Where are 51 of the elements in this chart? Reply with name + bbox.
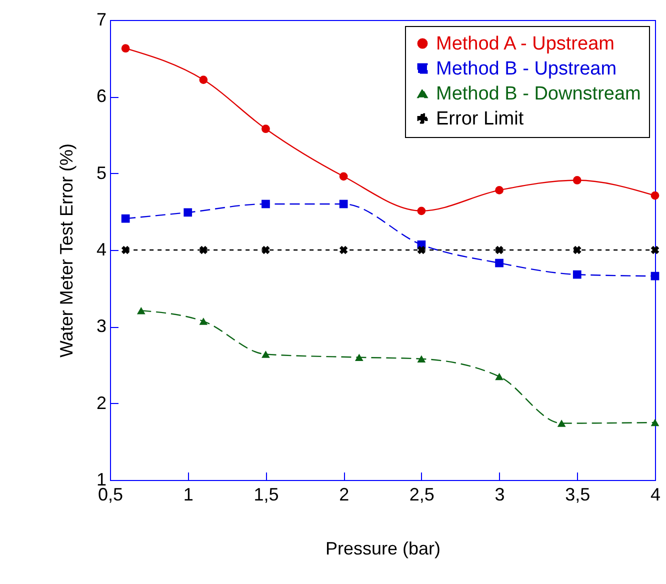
y-axis-title: Water Meter Test Error (%) bbox=[56, 143, 76, 358]
point bbox=[136, 306, 146, 314]
x-tick-label: 0,5 bbox=[98, 484, 124, 504]
point bbox=[572, 176, 582, 184]
point bbox=[339, 246, 348, 254]
y-tick-label: 6 bbox=[96, 86, 106, 106]
point bbox=[199, 76, 208, 84]
point bbox=[199, 318, 208, 325]
point bbox=[572, 270, 582, 279]
point bbox=[121, 246, 130, 254]
x-tick-label: 4 bbox=[650, 484, 661, 504]
point bbox=[417, 206, 426, 216]
legend-label: Method A - Upstream bbox=[436, 34, 614, 54]
x-tick-label: 2,5 bbox=[409, 484, 434, 504]
point bbox=[121, 44, 130, 53]
legend-label: Error Limit bbox=[436, 108, 524, 130]
point bbox=[650, 418, 660, 426]
x-tick-label: 2 bbox=[339, 484, 350, 504]
point bbox=[121, 214, 130, 223]
point bbox=[650, 246, 660, 254]
y-tick-label: 7 bbox=[96, 10, 106, 30]
point bbox=[650, 272, 660, 280]
point bbox=[417, 355, 426, 362]
point bbox=[495, 258, 504, 268]
x-tick-label: 3,5 bbox=[565, 484, 590, 504]
point bbox=[495, 372, 504, 380]
point bbox=[262, 246, 270, 254]
point bbox=[495, 246, 504, 254]
point bbox=[354, 354, 364, 361]
point bbox=[184, 208, 192, 217]
legend-label: Method B - Downstream bbox=[436, 84, 641, 104]
x-tick-label: 3 bbox=[494, 484, 505, 504]
point bbox=[495, 186, 504, 194]
y-tick-label: 5 bbox=[96, 162, 106, 183]
y-tick-label: 3 bbox=[96, 316, 106, 336]
point bbox=[557, 420, 566, 427]
legend-label: Method B - Upstream bbox=[436, 58, 617, 80]
point bbox=[339, 172, 348, 181]
point bbox=[573, 246, 582, 254]
x-tick-label: 1 bbox=[183, 484, 194, 504]
point bbox=[199, 246, 208, 254]
point bbox=[339, 200, 348, 208]
y-tick-label: 2 bbox=[96, 392, 106, 413]
point bbox=[262, 124, 270, 134]
point bbox=[417, 246, 426, 254]
point bbox=[650, 191, 660, 200]
point bbox=[262, 200, 270, 208]
x-axis-title: Pressure (bar) bbox=[325, 538, 441, 558]
point bbox=[262, 350, 270, 358]
x-tick-label: 1,5 bbox=[254, 484, 279, 504]
y-tick-label: 4 bbox=[96, 240, 106, 260]
